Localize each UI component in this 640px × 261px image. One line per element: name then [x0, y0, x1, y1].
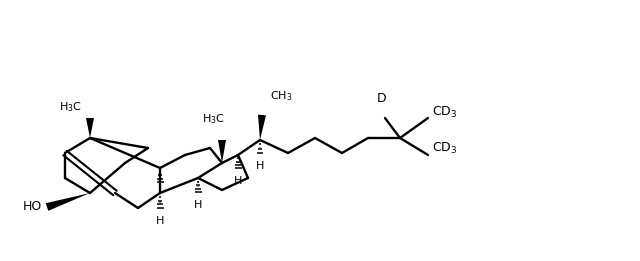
Text: ··: ·· — [196, 183, 200, 192]
Text: H$_3$C: H$_3$C — [59, 100, 82, 114]
Text: H: H — [234, 176, 242, 186]
Text: ··: ·· — [236, 159, 241, 168]
Polygon shape — [258, 115, 266, 140]
Text: ··: ·· — [258, 144, 262, 153]
Text: H: H — [194, 200, 202, 210]
Text: H: H — [256, 161, 264, 171]
Polygon shape — [218, 140, 226, 163]
Text: H$_3$C: H$_3$C — [202, 112, 225, 126]
Text: CD$_3$: CD$_3$ — [432, 140, 458, 156]
Text: ··: ·· — [157, 199, 163, 208]
Text: D: D — [377, 92, 387, 105]
Text: CD$_3$: CD$_3$ — [432, 104, 458, 120]
Text: CH$_3$: CH$_3$ — [270, 89, 292, 103]
Polygon shape — [46, 193, 90, 211]
Polygon shape — [86, 118, 94, 138]
Text: HO: HO — [23, 200, 42, 213]
Text: H: H — [156, 216, 164, 226]
